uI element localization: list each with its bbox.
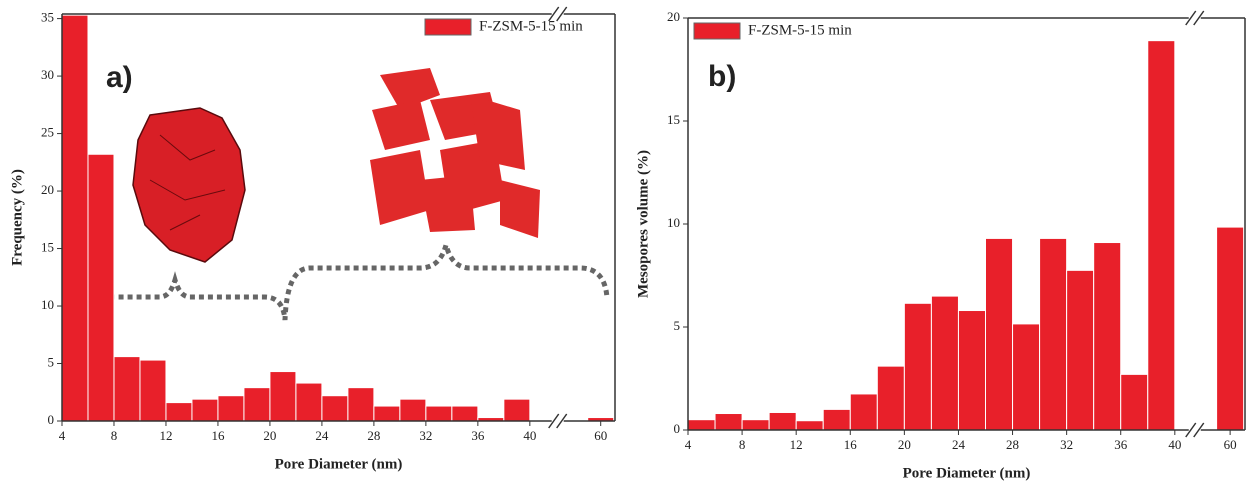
bar — [1216, 226, 1245, 431]
axis-break — [548, 6, 560, 22]
panel-label: a) — [106, 61, 133, 94]
x-tick-label: 20 — [898, 437, 911, 452]
bar — [903, 302, 932, 431]
x-tick-label: 12 — [790, 437, 803, 452]
bar — [87, 153, 115, 422]
panel-label: b) — [708, 60, 736, 93]
x-tick-label: 40 — [1168, 437, 1181, 452]
x-tick-label: 36 — [471, 428, 485, 443]
x-tick-label: 60 — [1224, 437, 1237, 452]
y-tick-label: 0 — [48, 412, 55, 427]
x-tick-label: 4 — [59, 428, 66, 443]
crystal-texture — [149, 134, 226, 231]
y-tick-label: 0 — [674, 421, 681, 436]
x-tick-label: 36 — [1114, 437, 1128, 452]
bar — [139, 359, 167, 422]
x-tick-label: 28 — [367, 428, 380, 443]
axis-break — [556, 413, 568, 429]
x-tick-label: 16 — [211, 428, 225, 443]
bar — [399, 398, 427, 422]
bar — [1120, 373, 1149, 431]
y-tick-label: 15 — [667, 112, 680, 127]
y-tick-label: 5 — [48, 354, 55, 369]
x-tick-label: 24 — [952, 437, 966, 452]
axis-break — [1185, 10, 1197, 26]
bar — [165, 402, 193, 422]
y-tick-label: 15 — [41, 240, 54, 255]
x-tick-label: 28 — [1006, 437, 1019, 452]
bar — [741, 419, 770, 431]
axis-break — [1193, 422, 1205, 438]
bar — [451, 405, 479, 422]
x-tick-label: 8 — [111, 428, 118, 443]
bar — [1093, 242, 1122, 431]
x-tick-label: 32 — [419, 428, 432, 443]
bar — [269, 371, 297, 422]
bar — [1039, 237, 1068, 431]
crystal-blob — [132, 107, 246, 263]
axis-break — [1185, 422, 1197, 438]
x-tick-label: 16 — [844, 437, 858, 452]
y-tick-label: 20 — [667, 9, 680, 24]
y-axis-label: Mesopores volume (%) — [635, 150, 651, 298]
bar — [822, 408, 851, 431]
x-tick-label: 40 — [523, 428, 536, 443]
bar — [930, 295, 959, 431]
bar — [768, 411, 797, 431]
axis-break — [1193, 10, 1205, 26]
bar — [243, 387, 271, 422]
legend-label: F-ZSM-5-15 min — [479, 18, 583, 34]
legend-label: F-ZSM-5-15 min — [748, 22, 852, 38]
size-brace — [63, 235, 610, 321]
inset-illustrations — [63, 68, 610, 321]
bar — [714, 413, 743, 431]
y-tick-label: 30 — [41, 67, 54, 82]
bar — [113, 356, 141, 422]
y-axis-label: Frequency (%) — [9, 169, 25, 266]
bar — [984, 237, 1014, 431]
bar — [321, 395, 349, 422]
axis-break — [548, 413, 560, 429]
bar — [191, 398, 219, 422]
bar — [1147, 40, 1176, 431]
bar — [849, 393, 878, 431]
bar — [795, 420, 824, 431]
x-tick-label: 60 — [594, 428, 607, 443]
bar — [61, 14, 89, 422]
y-tick-label: 35 — [41, 10, 54, 25]
bar — [295, 382, 323, 422]
y-tick-label: 5 — [674, 318, 681, 333]
x-tick-label: 12 — [159, 428, 172, 443]
x-tick-label: 8 — [739, 437, 746, 452]
legend-swatch — [424, 18, 472, 36]
bar — [217, 395, 245, 422]
y-tick-label: 10 — [667, 215, 680, 230]
bar — [503, 398, 531, 422]
y-tick-label: 20 — [41, 182, 54, 197]
bar — [687, 419, 716, 431]
y-tick-label: 25 — [41, 125, 54, 140]
bar — [1066, 269, 1095, 431]
y-tick-label: 10 — [41, 297, 54, 312]
mesopore-cluster — [370, 68, 540, 238]
bar — [425, 405, 453, 422]
legend-swatch — [693, 22, 741, 40]
x-tick-label: 24 — [315, 428, 329, 443]
bar — [373, 405, 401, 422]
x-axis-label: Pore Diameter (nm) — [275, 456, 403, 472]
axis-break — [556, 6, 568, 22]
bar — [347, 387, 375, 422]
bar — [957, 310, 986, 431]
x-tick-label: 4 — [685, 437, 692, 452]
x-axis-label: Pore Diameter (nm) — [903, 465, 1031, 481]
x-tick-label: 20 — [263, 428, 276, 443]
x-tick-label: 32 — [1060, 437, 1073, 452]
bar — [1012, 323, 1041, 431]
bar — [876, 365, 905, 431]
